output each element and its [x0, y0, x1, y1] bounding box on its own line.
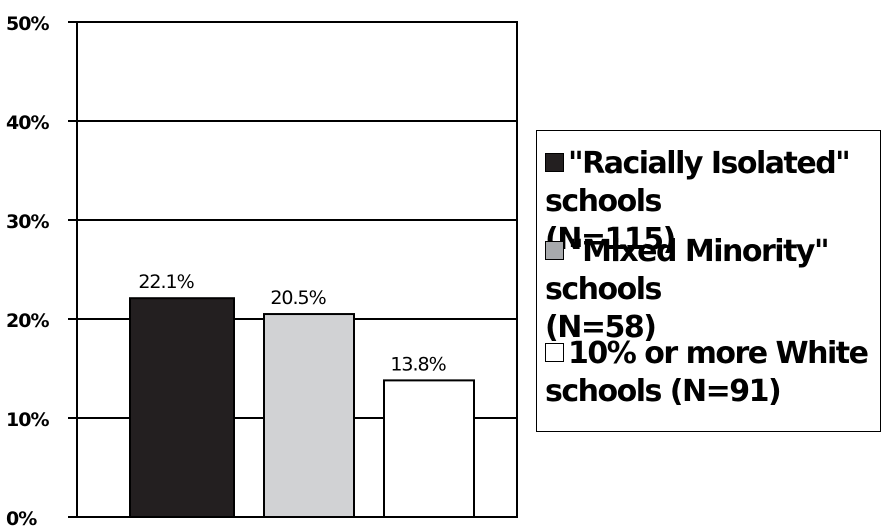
bar: [129, 297, 235, 518]
legend-item-white-schools: 10% or more White schools (N=91): [545, 335, 879, 411]
legend-item-racially-isolated: "Racially Isolated" schools (N=115): [545, 145, 879, 259]
legend: "Racially Isolated" schools (N=115) "Mix…: [536, 130, 881, 432]
data-label: 20.5%: [270, 287, 325, 309]
y-tick-label: 20%: [6, 310, 49, 332]
legend-swatch-racially-isolated: [545, 153, 564, 172]
legend-label-white-schools: 10% or more White schools (N=91): [545, 336, 869, 409]
data-label: 13.8%: [390, 353, 445, 375]
legend-swatch-mixed-minority: [545, 241, 564, 260]
legend-item-mixed-minority: "Mixed Minority" schools (N=58): [545, 233, 879, 347]
legend-swatch-white-schools: [545, 343, 564, 362]
y-tick-label: 40%: [6, 112, 49, 134]
data-label: 22.1%: [138, 271, 193, 293]
legend-label-racially-isolated: "Racially Isolated" schools (N=115): [545, 146, 851, 257]
legend-label-mixed-minority: "Mixed Minority" schools (N=58): [545, 234, 830, 345]
bar: [263, 313, 355, 518]
y-tick-label: 10%: [6, 409, 49, 431]
y-tick-label: 0%: [6, 508, 37, 527]
bar: [383, 379, 475, 518]
y-tick-label: 30%: [6, 211, 49, 233]
y-tick-label: 50%: [6, 13, 49, 35]
